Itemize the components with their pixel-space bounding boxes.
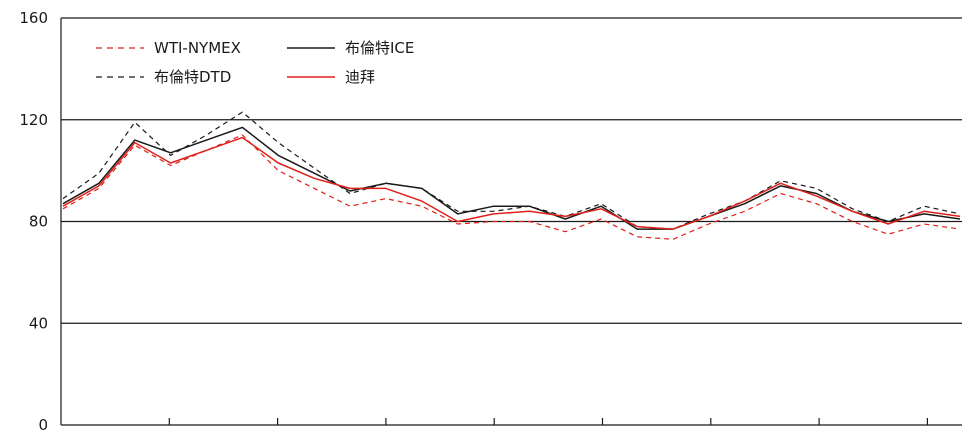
y-tick-label: 120 [19,111,48,129]
x-ticks [169,418,927,425]
legend-label: 迪拜 [345,68,375,86]
legend-item: 布倫特DTD [96,68,231,86]
series-line-4 [63,138,960,230]
y-tick-labels: 0 40 80 120 160 [19,9,48,432]
y-tick-label: 80 [29,213,48,231]
series-line-2 [63,127,960,229]
legend-item: 迪拜 [287,68,375,86]
legend-item: WTI-NYMEX [96,39,241,57]
gridlines [61,18,962,323]
y-tick-label: 160 [19,9,48,27]
legend-label: 布倫特DTD [154,68,231,86]
series-lines [63,112,960,239]
y-tick-label: 0 [38,416,48,432]
legend-item: 布倫特ICE [287,39,414,57]
legend: WTI-NYMEX 布倫特ICE 布倫特DTD 迪拜 [96,39,414,86]
legend-label: WTI-NYMEX [154,39,241,57]
y-tick-label: 40 [29,314,48,332]
series-line-3 [63,112,960,229]
legend-label: 布倫特ICE [345,39,414,57]
series-line-1 [63,135,960,239]
